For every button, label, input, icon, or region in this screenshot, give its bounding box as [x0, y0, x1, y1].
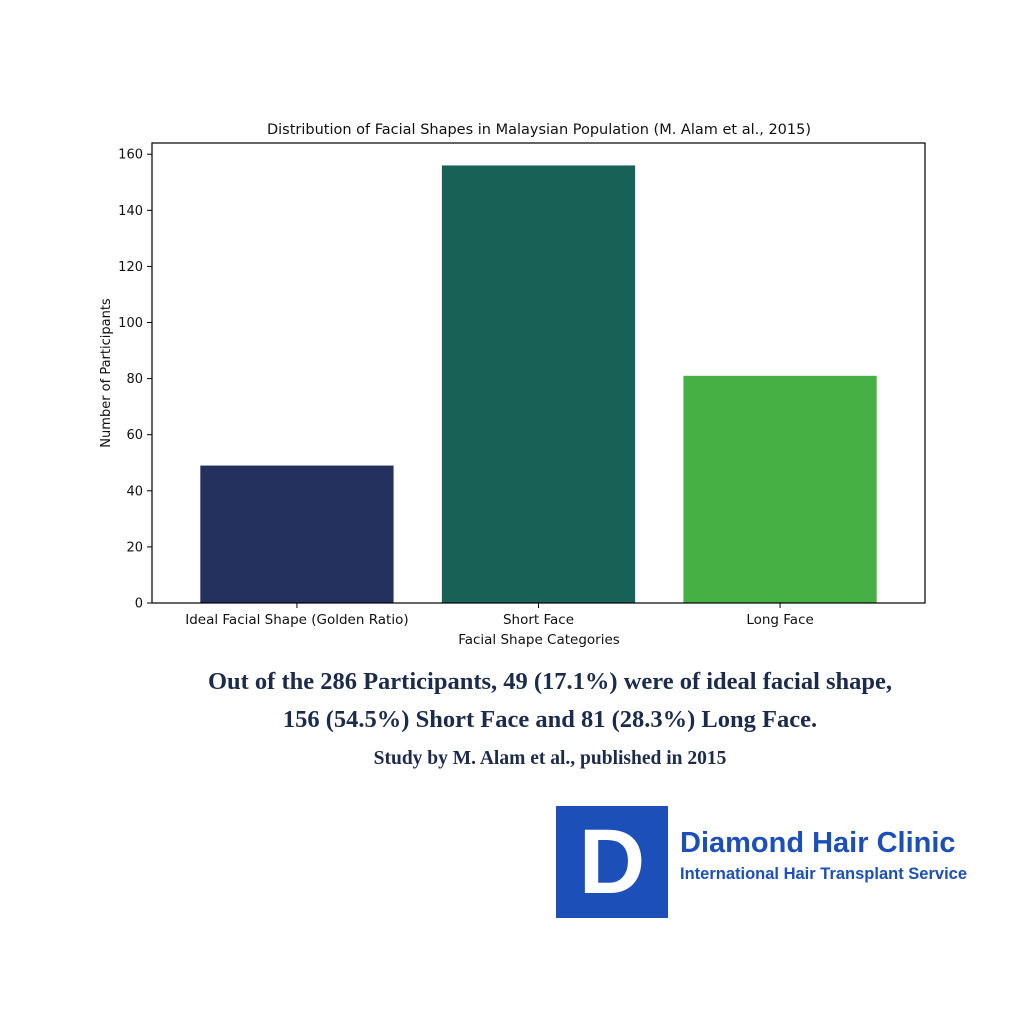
caption-source-line: Study by M. Alam et al., published in 20… [373, 748, 727, 769]
y-tick-label: 0 [135, 597, 143, 612]
y-tick-label: 20 [126, 540, 143, 555]
y-tick-label: 100 [118, 316, 143, 331]
y-tick-label: 160 [118, 148, 143, 163]
x-tick-label: Long Face [746, 612, 814, 628]
x-axis-label: Facial Shape Categories [458, 632, 620, 648]
y-tick-label: 80 [126, 372, 143, 387]
x-axis: Ideal Facial Shape (Golden Ratio) Short F… [185, 603, 814, 628]
clinic-name: Diamond Hair Clinic [680, 827, 956, 859]
caption-summary-line-1: Out of the 286 Participants, 49 (17.1%) … [207, 668, 893, 695]
logo-letter-icon: D [578, 811, 646, 913]
clinic-logo-mark: D [556, 806, 668, 918]
bar-short-face [441, 165, 636, 603]
bars-group [200, 165, 877, 603]
y-tick-label: 120 [118, 260, 143, 275]
y-tick-label: 60 [126, 428, 143, 443]
bar-long-face [683, 375, 877, 603]
y-axis-label: Number of Participants [99, 298, 114, 448]
y-tick-label: 140 [118, 204, 143, 219]
bar-ideal-facial-shape-golden-ratio [200, 465, 394, 603]
caption-summary-line-2: 156 (54.5%) Short Face and 81 (28.3%) Lo… [282, 706, 818, 733]
clinic-tagline: International Hair Transplant Service [680, 865, 968, 883]
y-axis: 0 20 40 60 80 100 120 140 160 [118, 148, 152, 612]
y-tick-label: 40 [126, 484, 143, 499]
chart-title: Distribution of Facial Shapes in Malaysi… [267, 122, 811, 138]
bar-chart: Distribution of Facial Shapes in Malaysi… [99, 122, 926, 648]
x-tick-label: Ideal Facial Shape (Golden Ratio) [185, 612, 408, 628]
x-tick-label: Short Face [503, 612, 574, 628]
